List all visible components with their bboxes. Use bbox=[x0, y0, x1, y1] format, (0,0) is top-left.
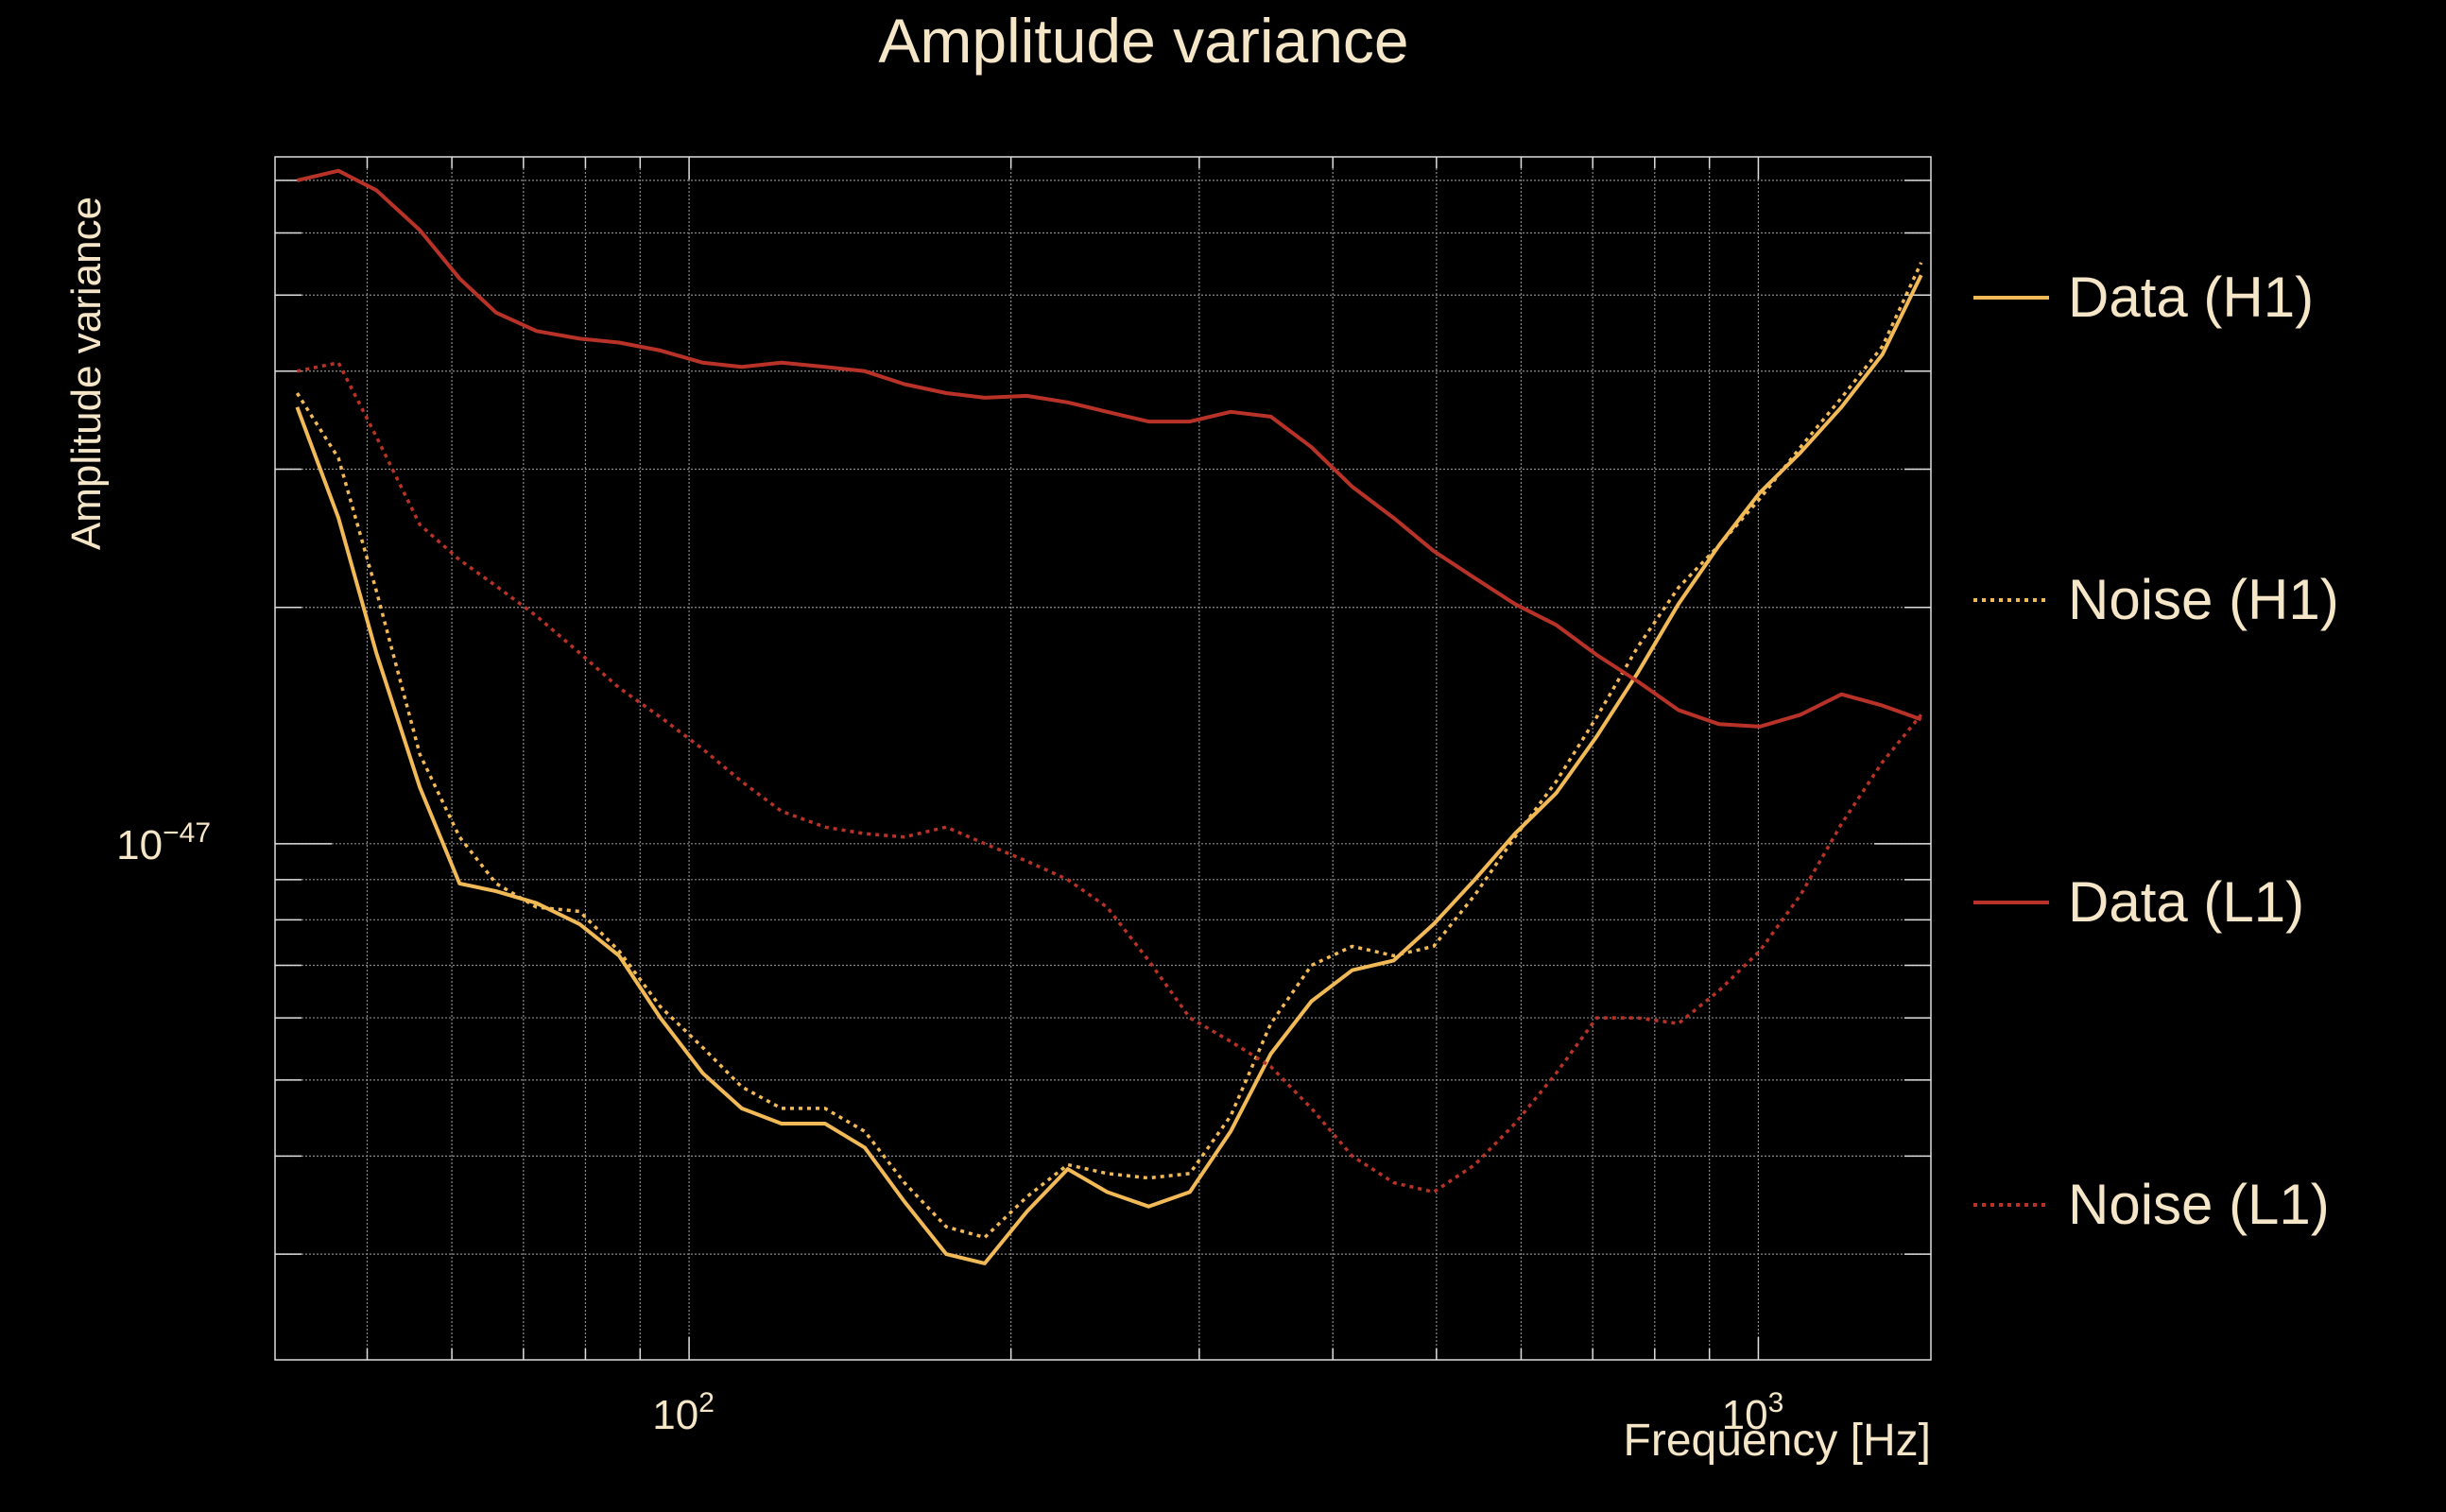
x-tick-label: 102 bbox=[652, 1387, 715, 1438]
chart-title: Amplitude variance bbox=[878, 6, 1408, 76]
x-tick-label: 103 bbox=[1722, 1387, 1784, 1438]
plot-frame bbox=[274, 156, 1932, 1361]
series-line-1 bbox=[295, 262, 1923, 1240]
legend: Data (H1) Noise (H1) Data (L1) Noise (L1) bbox=[1973, 266, 2339, 1236]
x-axis-label: Frequency [Hz] bbox=[1624, 1416, 1931, 1466]
axis-ticks: 102 103 10−47 bbox=[116, 157, 1931, 1438]
y-tick-label: 10−47 bbox=[116, 817, 211, 868]
grid bbox=[275, 157, 1931, 1360]
series-line-3 bbox=[297, 361, 1923, 1194]
legend-label: Data (H1) bbox=[2068, 266, 2314, 329]
legend-label: Data (L1) bbox=[2068, 870, 2304, 934]
series-line-2 bbox=[296, 168, 1922, 729]
y-axis-label: Amplitude variance bbox=[63, 197, 110, 550]
legend-label: Noise (L1) bbox=[2068, 1173, 2330, 1236]
series-lines bbox=[295, 168, 1923, 1265]
legend-label: Noise (H1) bbox=[2068, 568, 2339, 631]
series-line-0 bbox=[295, 274, 1923, 1265]
